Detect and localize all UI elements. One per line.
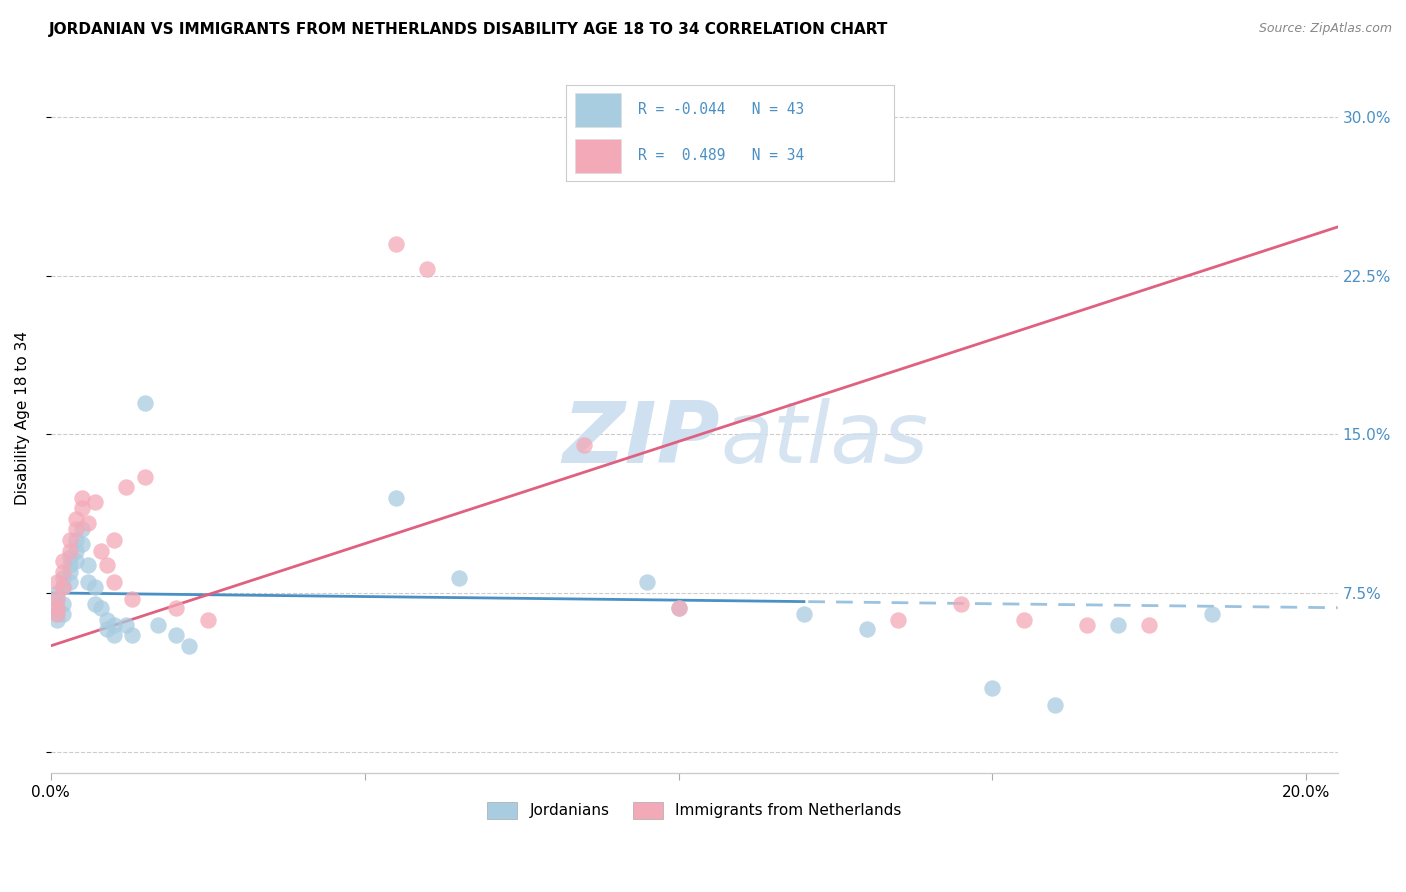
Point <box>83 495 105 509</box>
Point <box>103 628 125 642</box>
Point <box>121 592 143 607</box>
Point <box>52 554 75 568</box>
Point <box>90 543 112 558</box>
Point <box>83 580 105 594</box>
Point <box>165 600 187 615</box>
Point <box>636 575 658 590</box>
Point <box>52 597 75 611</box>
Point <box>1201 607 1223 621</box>
Point <box>385 236 408 251</box>
Text: JORDANIAN VS IMMIGRANTS FROM NETHERLANDS DISABILITY AGE 18 TO 34 CORRELATION CHA: JORDANIAN VS IMMIGRANTS FROM NETHERLANDS… <box>49 22 889 37</box>
Point <box>177 639 200 653</box>
Point <box>96 622 118 636</box>
Text: Source: ZipAtlas.com: Source: ZipAtlas.com <box>1258 22 1392 36</box>
Point <box>65 554 87 568</box>
Point <box>1043 698 1066 712</box>
Point <box>83 597 105 611</box>
Point <box>416 262 439 277</box>
Point <box>793 607 815 621</box>
Point <box>46 586 69 600</box>
Point <box>574 438 596 452</box>
Point <box>981 681 1004 695</box>
Point <box>90 600 112 615</box>
Point <box>65 543 87 558</box>
Point <box>134 469 156 483</box>
Text: ZIP: ZIP <box>562 398 720 481</box>
Point <box>115 617 138 632</box>
Point <box>668 600 690 615</box>
Point <box>668 600 690 615</box>
Text: atlas: atlas <box>720 398 928 481</box>
Point <box>46 592 69 607</box>
Legend: Jordanians, Immigrants from Netherlands: Jordanians, Immigrants from Netherlands <box>481 796 908 825</box>
Point <box>165 628 187 642</box>
Point <box>46 607 69 621</box>
Point <box>70 523 93 537</box>
Point <box>46 614 69 628</box>
Point <box>59 565 82 579</box>
Point <box>65 523 87 537</box>
Point <box>1076 617 1098 632</box>
Point <box>103 575 125 590</box>
Point <box>52 580 75 594</box>
Point <box>65 533 87 547</box>
Point <box>134 395 156 409</box>
Point <box>77 516 100 530</box>
Point <box>121 628 143 642</box>
Point <box>59 549 82 564</box>
Point <box>59 543 82 558</box>
Point <box>59 558 82 573</box>
Point <box>52 607 75 621</box>
Point <box>385 491 408 505</box>
Point <box>70 491 93 505</box>
Point <box>856 622 879 636</box>
Point <box>46 600 69 615</box>
Point <box>1137 617 1160 632</box>
Point <box>793 142 815 156</box>
Point <box>1107 617 1129 632</box>
Point <box>950 597 973 611</box>
Point <box>70 501 93 516</box>
Point <box>197 614 219 628</box>
Point <box>77 575 100 590</box>
Point <box>103 617 125 632</box>
Point <box>887 614 910 628</box>
Point <box>103 533 125 547</box>
Point <box>146 617 169 632</box>
Point <box>59 533 82 547</box>
Point <box>46 575 69 590</box>
Point <box>65 512 87 526</box>
Point <box>115 480 138 494</box>
Point <box>447 571 470 585</box>
Point <box>77 558 100 573</box>
Point <box>52 571 75 585</box>
Y-axis label: Disability Age 18 to 34: Disability Age 18 to 34 <box>15 332 30 506</box>
Point <box>96 614 118 628</box>
Point <box>52 580 75 594</box>
Point <box>46 600 69 615</box>
Point <box>46 607 69 621</box>
Point <box>1012 614 1035 628</box>
Point <box>46 592 69 607</box>
Point <box>52 565 75 579</box>
Point <box>70 537 93 551</box>
Point <box>59 575 82 590</box>
Point <box>96 558 118 573</box>
